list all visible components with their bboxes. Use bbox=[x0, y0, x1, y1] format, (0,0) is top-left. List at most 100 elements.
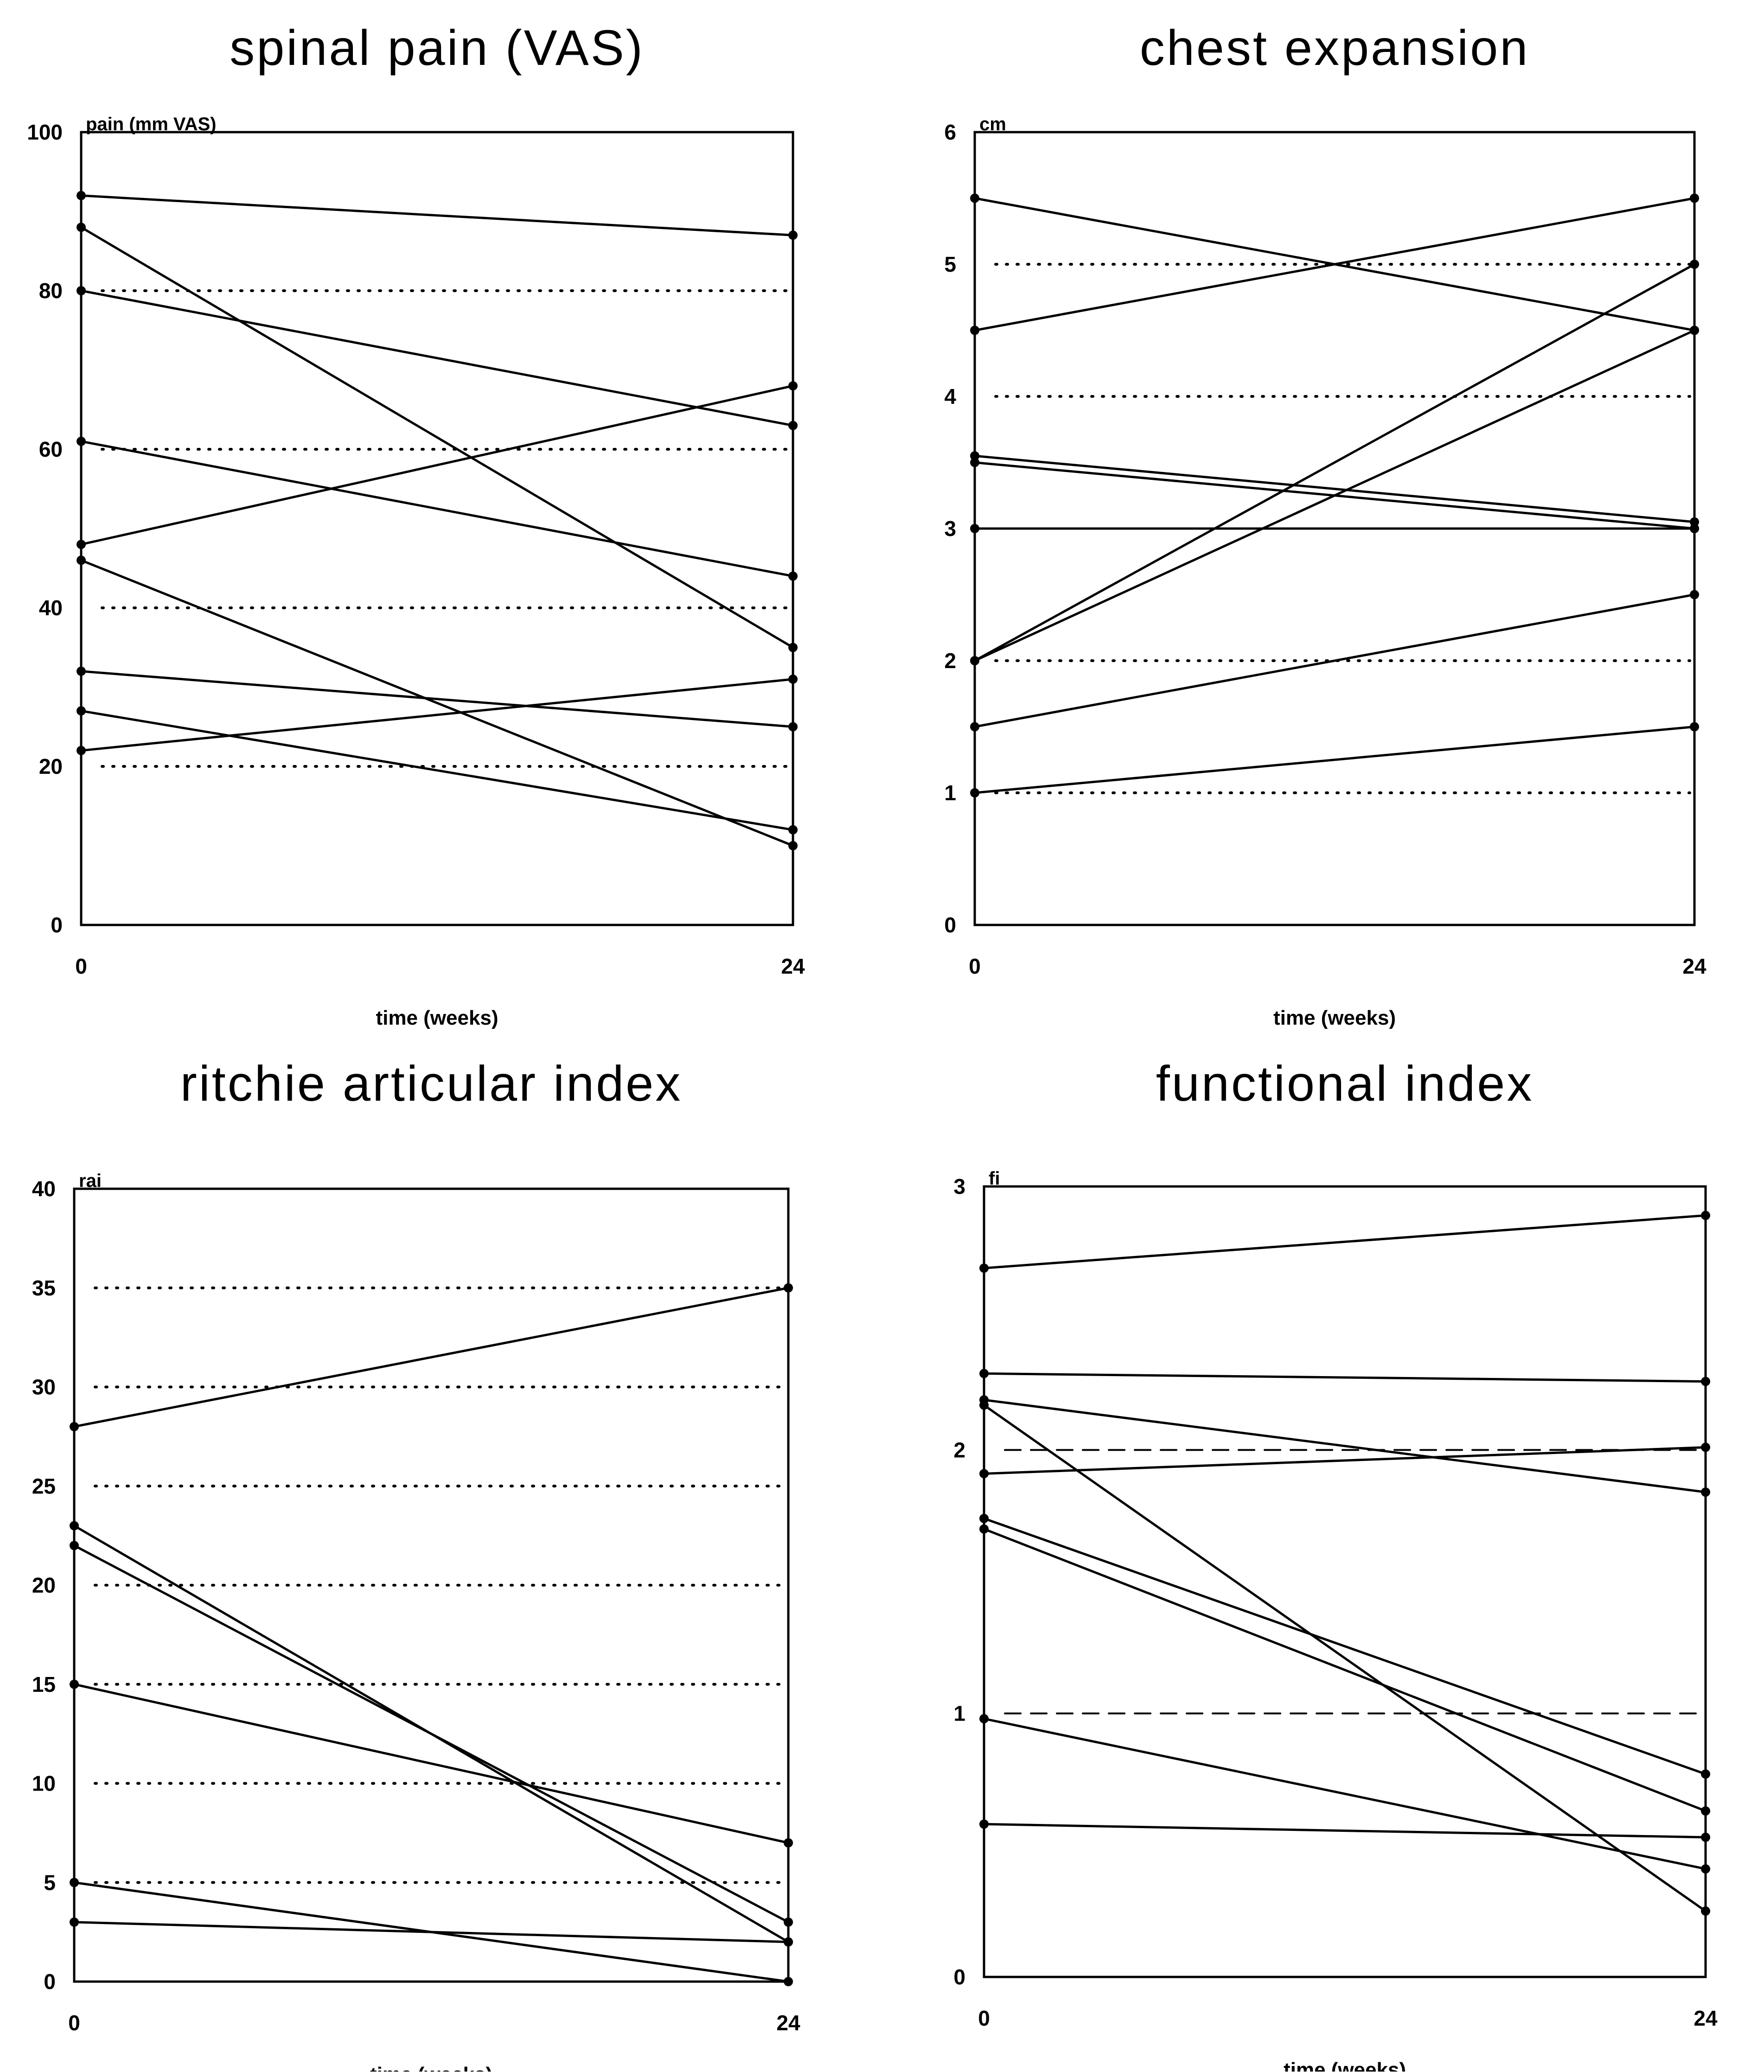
data-point bbox=[70, 1541, 79, 1550]
series-line bbox=[984, 1398, 1706, 1493]
data-point bbox=[1701, 1906, 1710, 1916]
data-point bbox=[1690, 722, 1699, 732]
x-axis-label: time (weeks) bbox=[370, 2063, 492, 2072]
data-point bbox=[784, 1283, 793, 1293]
data-point bbox=[70, 1679, 79, 1689]
x-tick-label: 0 bbox=[978, 2006, 990, 2030]
series-line-group bbox=[77, 666, 798, 732]
x-tick-label: 0 bbox=[75, 954, 87, 978]
series-line bbox=[984, 1717, 1706, 1870]
series-line-group bbox=[979, 1395, 1710, 1497]
data-point bbox=[1690, 325, 1699, 335]
series-line bbox=[73, 1544, 789, 1923]
series-line bbox=[81, 709, 793, 831]
y-tick-label: 60 bbox=[39, 437, 63, 461]
y-tick-label: 1 bbox=[944, 781, 956, 805]
data-point bbox=[979, 1524, 989, 1534]
data-point bbox=[77, 436, 86, 446]
y-tick-label: 0 bbox=[44, 1970, 56, 1994]
chart-title: functional index bbox=[1156, 1055, 1534, 1111]
y-axis-label: cm bbox=[979, 114, 1006, 134]
y-tick-label: 100 bbox=[27, 120, 63, 144]
series-line-group bbox=[77, 706, 798, 835]
data-point bbox=[1701, 1442, 1710, 1452]
series-line-group bbox=[77, 555, 798, 850]
x-tick-label: 24 bbox=[781, 954, 805, 978]
data-point bbox=[77, 746, 86, 755]
data-point bbox=[788, 841, 798, 850]
chart-panel-spinal-pain: spinal pain (VAS) 0 20 40 60 80 100 0 24 pain (mm… bbox=[0, 0, 882, 1036]
chart-panel-chest-expansion: chest expansion 0 1 2 3 4 5 6 0 24 cm time (weeks) bbox=[882, 0, 1764, 1036]
data-point bbox=[77, 666, 86, 676]
series-line bbox=[984, 1528, 1706, 1812]
data-point bbox=[1690, 524, 1699, 533]
series-line-group bbox=[77, 674, 798, 755]
series-line-group bbox=[970, 260, 1699, 665]
data-point bbox=[788, 643, 798, 652]
data-point bbox=[784, 1838, 793, 1848]
x-tick-label: 24 bbox=[776, 2011, 800, 2035]
data-point bbox=[979, 1369, 989, 1378]
series-line-group bbox=[970, 451, 1699, 527]
series-line bbox=[81, 384, 793, 546]
y-tick-label: 3 bbox=[953, 1174, 965, 1199]
series-line bbox=[974, 197, 1695, 332]
data-point bbox=[784, 1917, 793, 1927]
plot-frame bbox=[80, 131, 794, 926]
series-line bbox=[74, 1921, 789, 1943]
x-axis-label: time (weeks) bbox=[1284, 2059, 1406, 2072]
series-line bbox=[974, 726, 1695, 794]
x-tick-label: 24 bbox=[1694, 2006, 1718, 2030]
y-tick-label: 20 bbox=[39, 754, 63, 778]
y-axis-label: fi bbox=[989, 1168, 1000, 1189]
data-point bbox=[788, 381, 798, 391]
series-line-group bbox=[970, 193, 1699, 335]
y-tick-label: 3 bbox=[944, 516, 956, 541]
series-line-group bbox=[77, 436, 798, 581]
data-point bbox=[788, 421, 798, 430]
data-point bbox=[784, 1937, 793, 1947]
series-line bbox=[974, 329, 1695, 662]
series-line bbox=[984, 1446, 1706, 1475]
chart-svg: spinal pain (VAS) 0 20 40 60 80 100 0 24 pain (mm… bbox=[27, 19, 805, 1029]
chart-title: spinal pain (VAS) bbox=[230, 19, 644, 76]
data-point bbox=[70, 1422, 79, 1431]
series-line bbox=[984, 1214, 1706, 1269]
series-line-group bbox=[77, 286, 798, 430]
y-tick-label: 1 bbox=[953, 1702, 965, 1726]
y-axis-label: rai bbox=[79, 1171, 102, 1191]
data-point bbox=[970, 524, 979, 533]
data-point bbox=[1690, 260, 1699, 269]
series-line-group bbox=[970, 325, 1699, 665]
data-point bbox=[970, 325, 979, 335]
y-tick-label: 6 bbox=[944, 120, 956, 144]
data-point bbox=[970, 458, 979, 467]
data-point bbox=[979, 1263, 989, 1273]
chart-panel-functional-index: functional index 0 1 2 3 0 24 fi time (weeks) bbox=[882, 1036, 1764, 2072]
data-point bbox=[979, 1514, 989, 1524]
data-point bbox=[77, 706, 86, 716]
x-tick-label: 0 bbox=[969, 954, 981, 978]
series-line bbox=[74, 1683, 789, 1844]
series-line-group bbox=[70, 1283, 793, 1431]
data-point bbox=[788, 571, 798, 581]
data-point bbox=[979, 1469, 989, 1479]
data-point bbox=[1701, 1832, 1710, 1842]
series-line bbox=[81, 440, 793, 578]
series-line-group bbox=[979, 1524, 1710, 1816]
data-point bbox=[70, 1521, 79, 1530]
y-tick-label: 15 bbox=[32, 1672, 56, 1696]
chart-panel-ritchie-index: ritchie articular index 0 5 10 15 20 25 30 35 40 0… bbox=[0, 1036, 882, 2072]
data-point bbox=[1690, 193, 1699, 203]
y-tick-label: 0 bbox=[953, 1965, 965, 1989]
data-point bbox=[1701, 1769, 1710, 1779]
series-line bbox=[81, 194, 793, 236]
y-tick-label: 2 bbox=[953, 1438, 965, 1462]
chart-svg: chest expansion 0 1 2 3 4 5 6 0 24 cm time (weeks) bbox=[944, 19, 1706, 1029]
plot-frame bbox=[73, 1187, 790, 1983]
data-point bbox=[979, 1714, 989, 1724]
series-line-group bbox=[70, 1541, 793, 1927]
x-axis-label: time (weeks) bbox=[1273, 1007, 1396, 1029]
data-point bbox=[1701, 1377, 1710, 1386]
x-axis-label: time (weeks) bbox=[376, 1007, 498, 1029]
